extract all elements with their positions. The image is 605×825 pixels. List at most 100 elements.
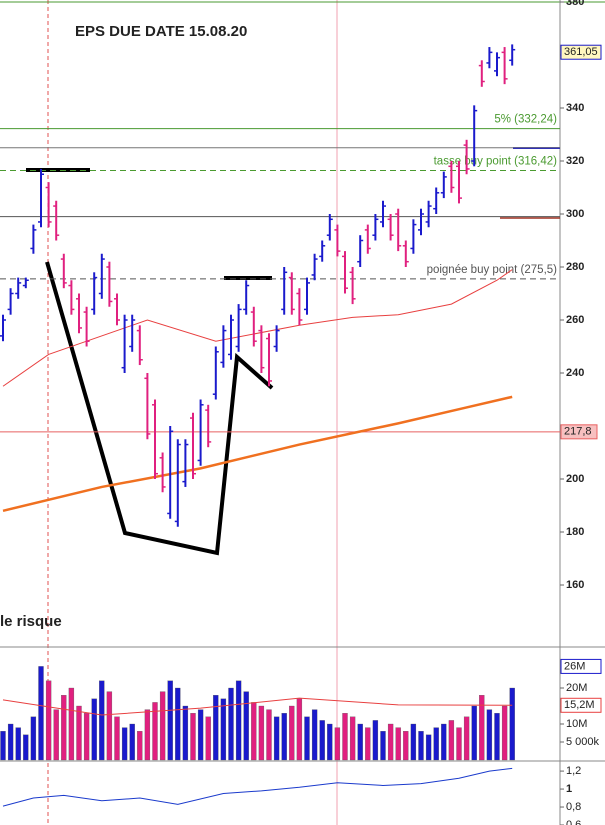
volume-bar [342, 713, 348, 761]
volume-bar [121, 727, 128, 761]
volume-bar [357, 723, 363, 761]
volume-bar [190, 713, 196, 761]
y-tick-label: 340 [566, 102, 584, 114]
volume-bar [471, 705, 477, 761]
volume-bar [387, 723, 394, 761]
volume-bar [220, 698, 227, 761]
volume-bar [205, 716, 211, 761]
volume-bar [114, 716, 120, 761]
volume-bar [137, 731, 143, 761]
y-tick-label: 180 [566, 526, 584, 538]
volume-bar [319, 720, 325, 761]
volume-bar [456, 727, 462, 761]
value-box-label: 217,8 [564, 426, 592, 438]
value-box [560, 697, 602, 713]
volume-bar [129, 723, 135, 761]
volume-bar [403, 731, 409, 761]
y-tick-label: 240 [566, 367, 584, 379]
ma-line [2, 269, 513, 387]
pattern-drawing [26, 168, 274, 556]
volume-bar [258, 705, 265, 761]
ma-line [2, 395, 513, 513]
y-tick-label: 300 [566, 208, 584, 220]
volume-bar [327, 723, 333, 761]
volume-bar [106, 691, 113, 761]
y-tick-label: 160 [566, 579, 584, 591]
volume-bar [99, 680, 105, 761]
volume-bar [15, 727, 21, 761]
volume-bar [311, 709, 318, 761]
ma-line [2, 767, 513, 807]
volume-bar [296, 698, 303, 761]
volume-bar [76, 705, 82, 761]
volume-bar [38, 666, 44, 761]
volume-bar [83, 713, 90, 761]
volume-bar [53, 709, 59, 761]
volume-bar [68, 687, 75, 761]
y-tick-label: 0,8 [566, 801, 581, 813]
y-tick-label: 10M [566, 718, 587, 730]
volume-bar [418, 731, 424, 761]
volume-bar [486, 709, 493, 761]
volume-bar [479, 695, 485, 761]
volume-bar [91, 698, 97, 761]
volume-bar [182, 705, 189, 761]
y-tick-label: 0,6 [566, 819, 581, 825]
y-tick-label: 1,2 [566, 765, 581, 777]
y-tick-label: 20M [566, 682, 587, 694]
volume-bar [509, 687, 515, 761]
volume-bar [441, 723, 447, 761]
volume-bar [243, 691, 249, 761]
volume-bar [448, 720, 455, 761]
volume-bar [213, 695, 219, 761]
value-box-label: 15,2M [564, 699, 595, 711]
y-tick-label: 380 [566, 0, 584, 8]
volume-bar [266, 709, 272, 761]
volume-bar [159, 691, 166, 761]
volume-bar [167, 680, 173, 761]
y-tick-label: 260 [566, 314, 584, 326]
y-tick-label: 280 [566, 261, 584, 273]
volume-bar [30, 716, 37, 761]
y-tick-label: 5 000k [566, 736, 600, 748]
volume-bar [349, 716, 356, 761]
level-label: tasse buy point (316,42) [434, 156, 558, 168]
volume-bar [235, 680, 242, 761]
volume-bar [7, 723, 14, 761]
volume-bar [425, 734, 432, 761]
volume-bar [175, 687, 181, 761]
value-box-label: 26M [564, 660, 585, 672]
chart-title: EPS DUE DATE 15.08.20 [75, 23, 247, 40]
volume-bar [45, 680, 52, 761]
volume-bar [289, 705, 295, 761]
y-tick-label: 1 [566, 783, 572, 795]
volume-bar [365, 727, 371, 761]
volume-bar [494, 713, 500, 761]
volume-bar [197, 709, 204, 761]
annotation: le risque [0, 613, 62, 630]
volume-bar [228, 687, 234, 761]
volume-bar [0, 731, 6, 761]
volume-bar [281, 713, 287, 761]
value-box [560, 424, 598, 440]
value-box [560, 44, 602, 60]
volume-bar [304, 716, 310, 761]
volume-bar [395, 727, 401, 761]
volume-bar [463, 716, 470, 761]
value-box-label: 361,05 [564, 46, 598, 58]
volume-bar [501, 705, 508, 761]
volume-bar [433, 727, 439, 761]
level-label: poignée buy point (275,5) [427, 264, 558, 276]
level-label: 5% (332,24) [494, 114, 557, 126]
volume-bar [372, 720, 379, 761]
volume-bar [410, 723, 417, 761]
value-box [560, 658, 602, 674]
volume-bar [23, 734, 29, 761]
y-tick-label: 320 [566, 155, 584, 167]
volume-bar [144, 709, 151, 761]
volume-bar [273, 716, 280, 761]
volume-bar [152, 702, 158, 761]
volume-bar [380, 731, 386, 761]
volume-bar [61, 695, 67, 761]
